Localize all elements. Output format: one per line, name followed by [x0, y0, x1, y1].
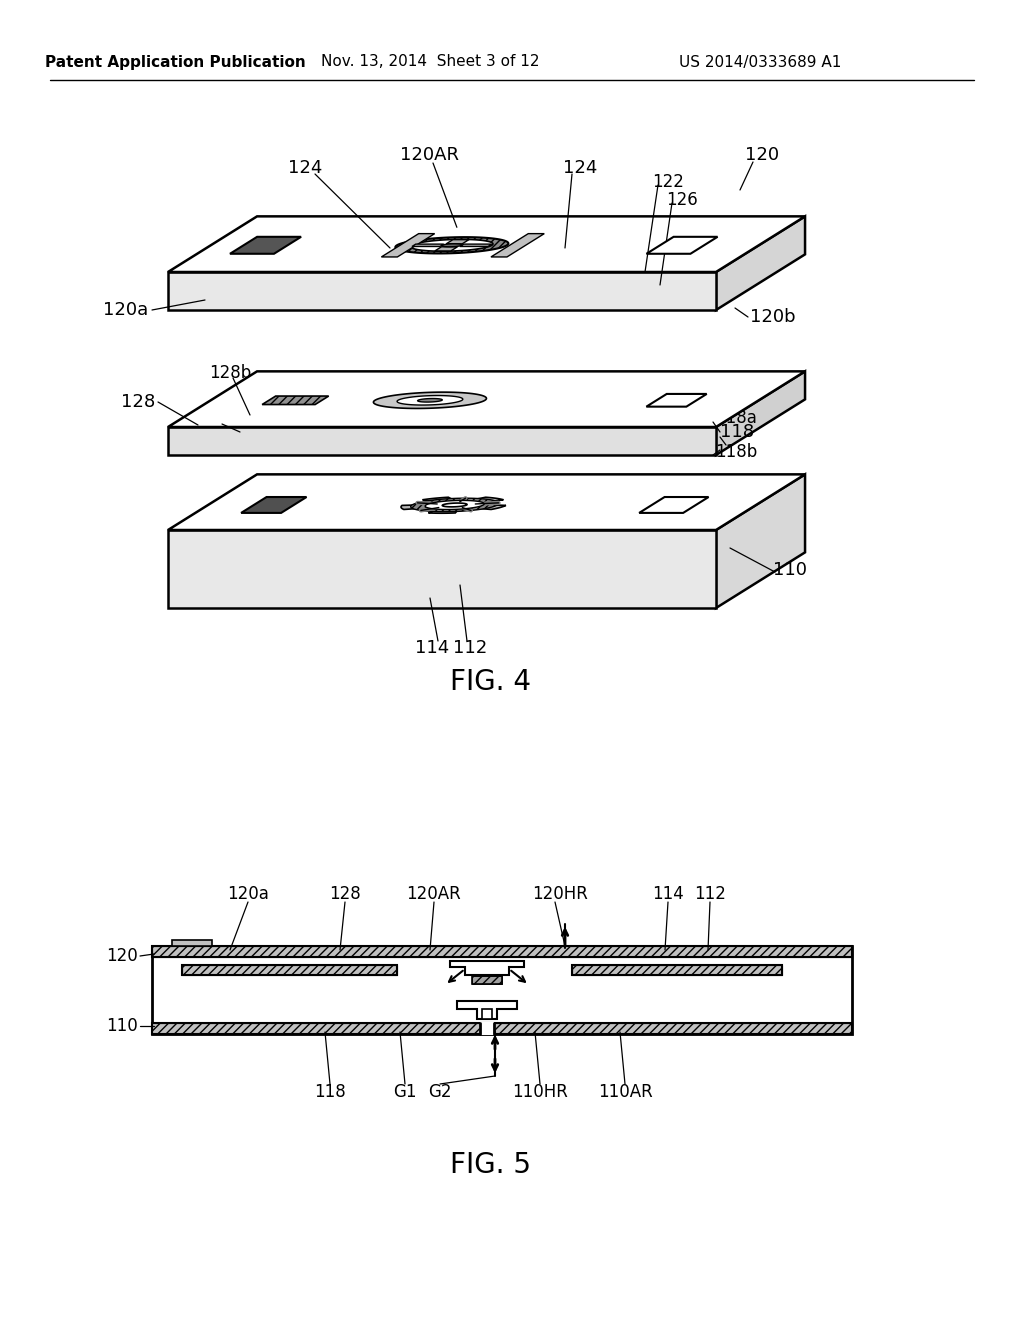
Bar: [182, 965, 397, 975]
Text: 128: 128: [121, 393, 155, 411]
Text: 118b: 118b: [715, 444, 758, 461]
Polygon shape: [401, 498, 506, 513]
Polygon shape: [418, 399, 442, 403]
Bar: [152, 946, 852, 957]
Text: 118a: 118a: [715, 409, 757, 426]
Text: G2: G2: [428, 1082, 452, 1101]
Text: 114: 114: [652, 884, 684, 903]
Text: 126: 126: [667, 191, 698, 209]
Bar: [152, 1023, 852, 1034]
Text: 122: 122: [652, 173, 684, 191]
Text: 118: 118: [314, 1082, 346, 1101]
Polygon shape: [450, 961, 524, 975]
Bar: [472, 975, 502, 983]
Polygon shape: [397, 396, 463, 405]
Polygon shape: [425, 500, 484, 510]
Text: 128b: 128b: [209, 364, 251, 381]
Polygon shape: [168, 216, 805, 272]
Text: 110: 110: [773, 561, 807, 579]
Text: 128a: 128a: [199, 409, 241, 426]
Text: G1: G1: [393, 1082, 417, 1101]
Polygon shape: [374, 392, 486, 408]
Polygon shape: [716, 371, 805, 455]
Polygon shape: [168, 474, 805, 531]
Text: 120a: 120a: [102, 301, 148, 319]
Polygon shape: [168, 371, 805, 426]
Text: 110HR: 110HR: [512, 1082, 568, 1101]
Text: FIG. 4: FIG. 4: [450, 668, 530, 696]
Polygon shape: [457, 1001, 517, 1019]
Polygon shape: [168, 272, 716, 310]
Polygon shape: [490, 234, 545, 257]
Text: 110: 110: [106, 1016, 138, 1035]
Polygon shape: [395, 238, 508, 253]
Text: 120AR: 120AR: [407, 884, 462, 903]
Bar: [152, 1023, 852, 1034]
Bar: [572, 965, 782, 975]
Polygon shape: [381, 234, 434, 257]
Bar: [482, 1008, 492, 1019]
Polygon shape: [411, 239, 493, 251]
Bar: [152, 946, 852, 957]
Polygon shape: [230, 236, 301, 253]
Polygon shape: [716, 216, 805, 310]
Polygon shape: [241, 498, 306, 513]
Polygon shape: [168, 531, 716, 609]
Bar: [480, 1022, 494, 1035]
Polygon shape: [716, 474, 805, 609]
Text: Patent Application Publication: Patent Application Publication: [45, 54, 305, 70]
Polygon shape: [412, 244, 443, 247]
Polygon shape: [441, 244, 462, 247]
Text: 124: 124: [288, 158, 323, 177]
Polygon shape: [435, 247, 458, 251]
Polygon shape: [639, 498, 709, 513]
Bar: [472, 975, 502, 983]
Bar: [152, 946, 852, 1034]
Text: 112: 112: [694, 884, 726, 903]
Polygon shape: [442, 503, 467, 507]
Polygon shape: [411, 498, 499, 512]
Text: US 2014/0333689 A1: US 2014/0333689 A1: [679, 54, 841, 70]
Text: 110AR: 110AR: [598, 1082, 652, 1101]
Text: Nov. 13, 2014  Sheet 3 of 12: Nov. 13, 2014 Sheet 3 of 12: [321, 54, 540, 70]
Polygon shape: [460, 244, 492, 247]
Bar: [182, 965, 397, 975]
Text: 120: 120: [744, 147, 779, 164]
Text: 114: 114: [415, 639, 450, 657]
Bar: [172, 940, 212, 946]
Text: 120b: 120b: [750, 308, 796, 326]
Text: 120a: 120a: [227, 884, 269, 903]
Text: 120: 120: [106, 946, 138, 965]
Text: 112: 112: [453, 639, 487, 657]
Text: 118: 118: [720, 422, 754, 441]
Text: 120HR: 120HR: [532, 884, 588, 903]
Polygon shape: [262, 396, 329, 404]
Text: 120AR: 120AR: [400, 147, 460, 164]
Polygon shape: [168, 426, 716, 455]
Polygon shape: [646, 236, 718, 253]
Text: 128: 128: [329, 884, 360, 903]
Text: FIG. 5: FIG. 5: [450, 1151, 530, 1179]
Text: 124: 124: [563, 158, 597, 177]
Polygon shape: [446, 240, 469, 244]
Polygon shape: [646, 393, 707, 407]
Bar: [572, 965, 782, 975]
